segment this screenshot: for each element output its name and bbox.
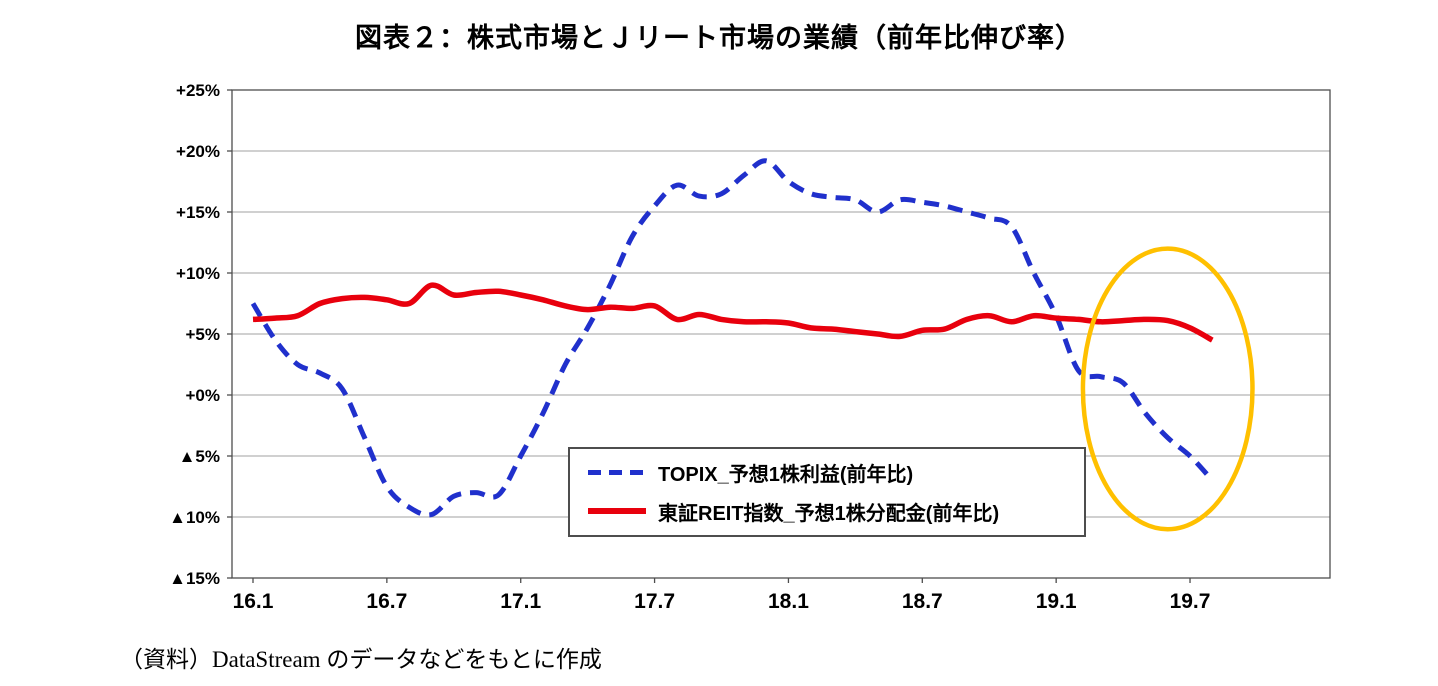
x-axis-tick-label: 18.1 (768, 590, 809, 613)
x-axis-tick-label: 16.7 (366, 590, 407, 613)
y-axis-tick-label: ▲10% (169, 508, 220, 527)
y-axis-tick-label: +25% (176, 81, 220, 100)
y-axis-tick-label: ▲15% (169, 569, 220, 588)
reit-solid-line-sample (588, 508, 646, 515)
series-line-reit (252, 282, 1214, 343)
y-axis-tick-label: +15% (176, 203, 220, 222)
x-axis-tick-label: 17.1 (500, 590, 541, 613)
legend-item-topix: TOPIX_予想1株利益(前年比) (588, 458, 1084, 487)
x-axis-tick-label: 19.7 (1170, 590, 1211, 613)
y-axis-tick-label: +20% (176, 142, 220, 161)
legend-label-reit: 東証REIT指数_予想1株分配金(前年比) (658, 502, 1000, 525)
series-line-topix (250, 158, 1215, 518)
chart-title: 図表２：株式市場とＪリート市場の業績（前年比伸び率） (355, 23, 1083, 53)
y-axis-tick-label: ▲5% (179, 447, 220, 466)
chart-legend: TOPIX_予想1株利益(前年比) 東証REIT指数_予想1株分配金(前年比) (568, 447, 1086, 537)
y-axis-tick-label: +10% (176, 264, 220, 283)
y-axis-tick-label: +0% (186, 386, 221, 405)
x-axis-tick-label: 16.1 (233, 590, 274, 613)
x-axis-tick-label: 17.7 (634, 590, 675, 613)
topix-dashed-line-sample (588, 470, 646, 476)
highlight-ellipse (1080, 246, 1255, 532)
source-note: （資料）DataStream のデータなどをもとに作成 (120, 647, 602, 672)
x-axis-tick-label: 18.7 (902, 590, 943, 613)
legend-item-reit: 東証REIT指数_予想1株分配金(前年比) (588, 497, 1084, 526)
x-axis-tick-label: 19.1 (1036, 590, 1077, 613)
y-axis-tick-label: +5% (186, 325, 221, 344)
legend-label-topix: TOPIX_予想1株利益(前年比) (658, 464, 914, 487)
